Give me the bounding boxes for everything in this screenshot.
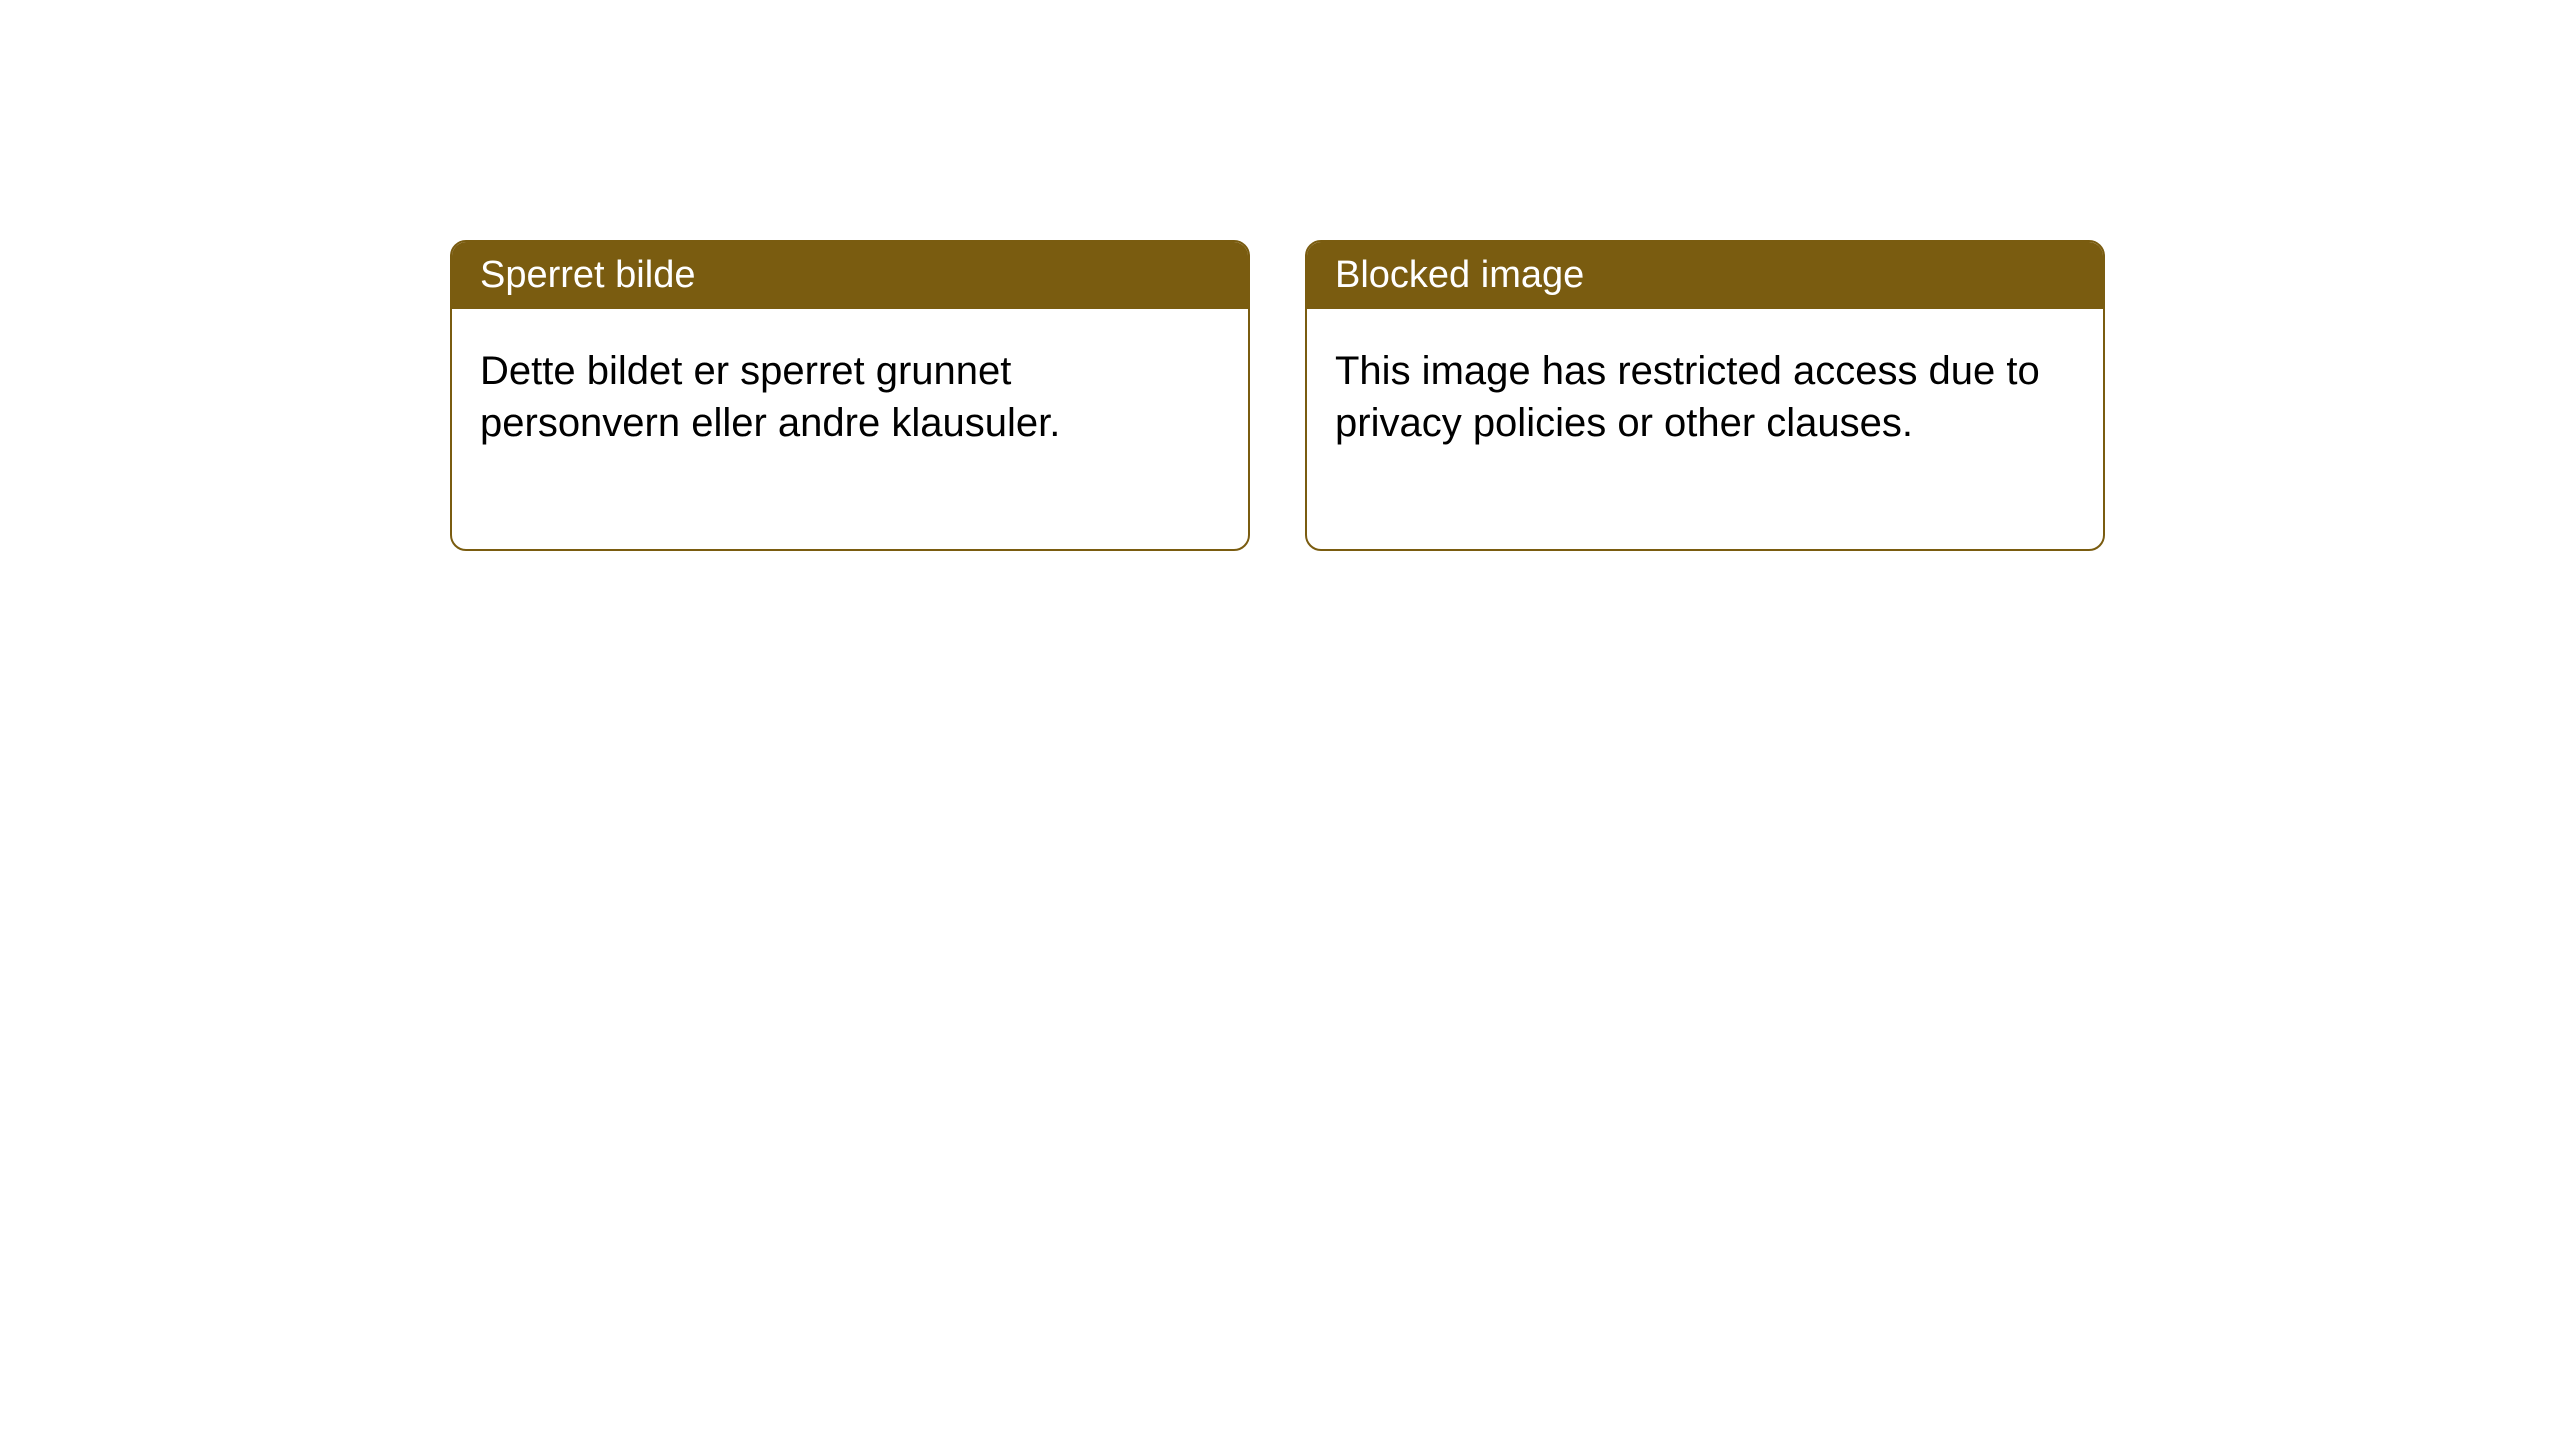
card-body-english: This image has restricted access due to … bbox=[1307, 309, 2103, 549]
card-header-norwegian: Sperret bilde bbox=[452, 242, 1248, 309]
notice-card-norwegian: Sperret bilde Dette bildet er sperret gr… bbox=[450, 240, 1250, 551]
card-header-english: Blocked image bbox=[1307, 242, 2103, 309]
notice-card-english: Blocked image This image has restricted … bbox=[1305, 240, 2105, 551]
notice-cards-container: Sperret bilde Dette bildet er sperret gr… bbox=[450, 240, 2105, 551]
card-body-norwegian: Dette bildet er sperret grunnet personve… bbox=[452, 309, 1248, 549]
